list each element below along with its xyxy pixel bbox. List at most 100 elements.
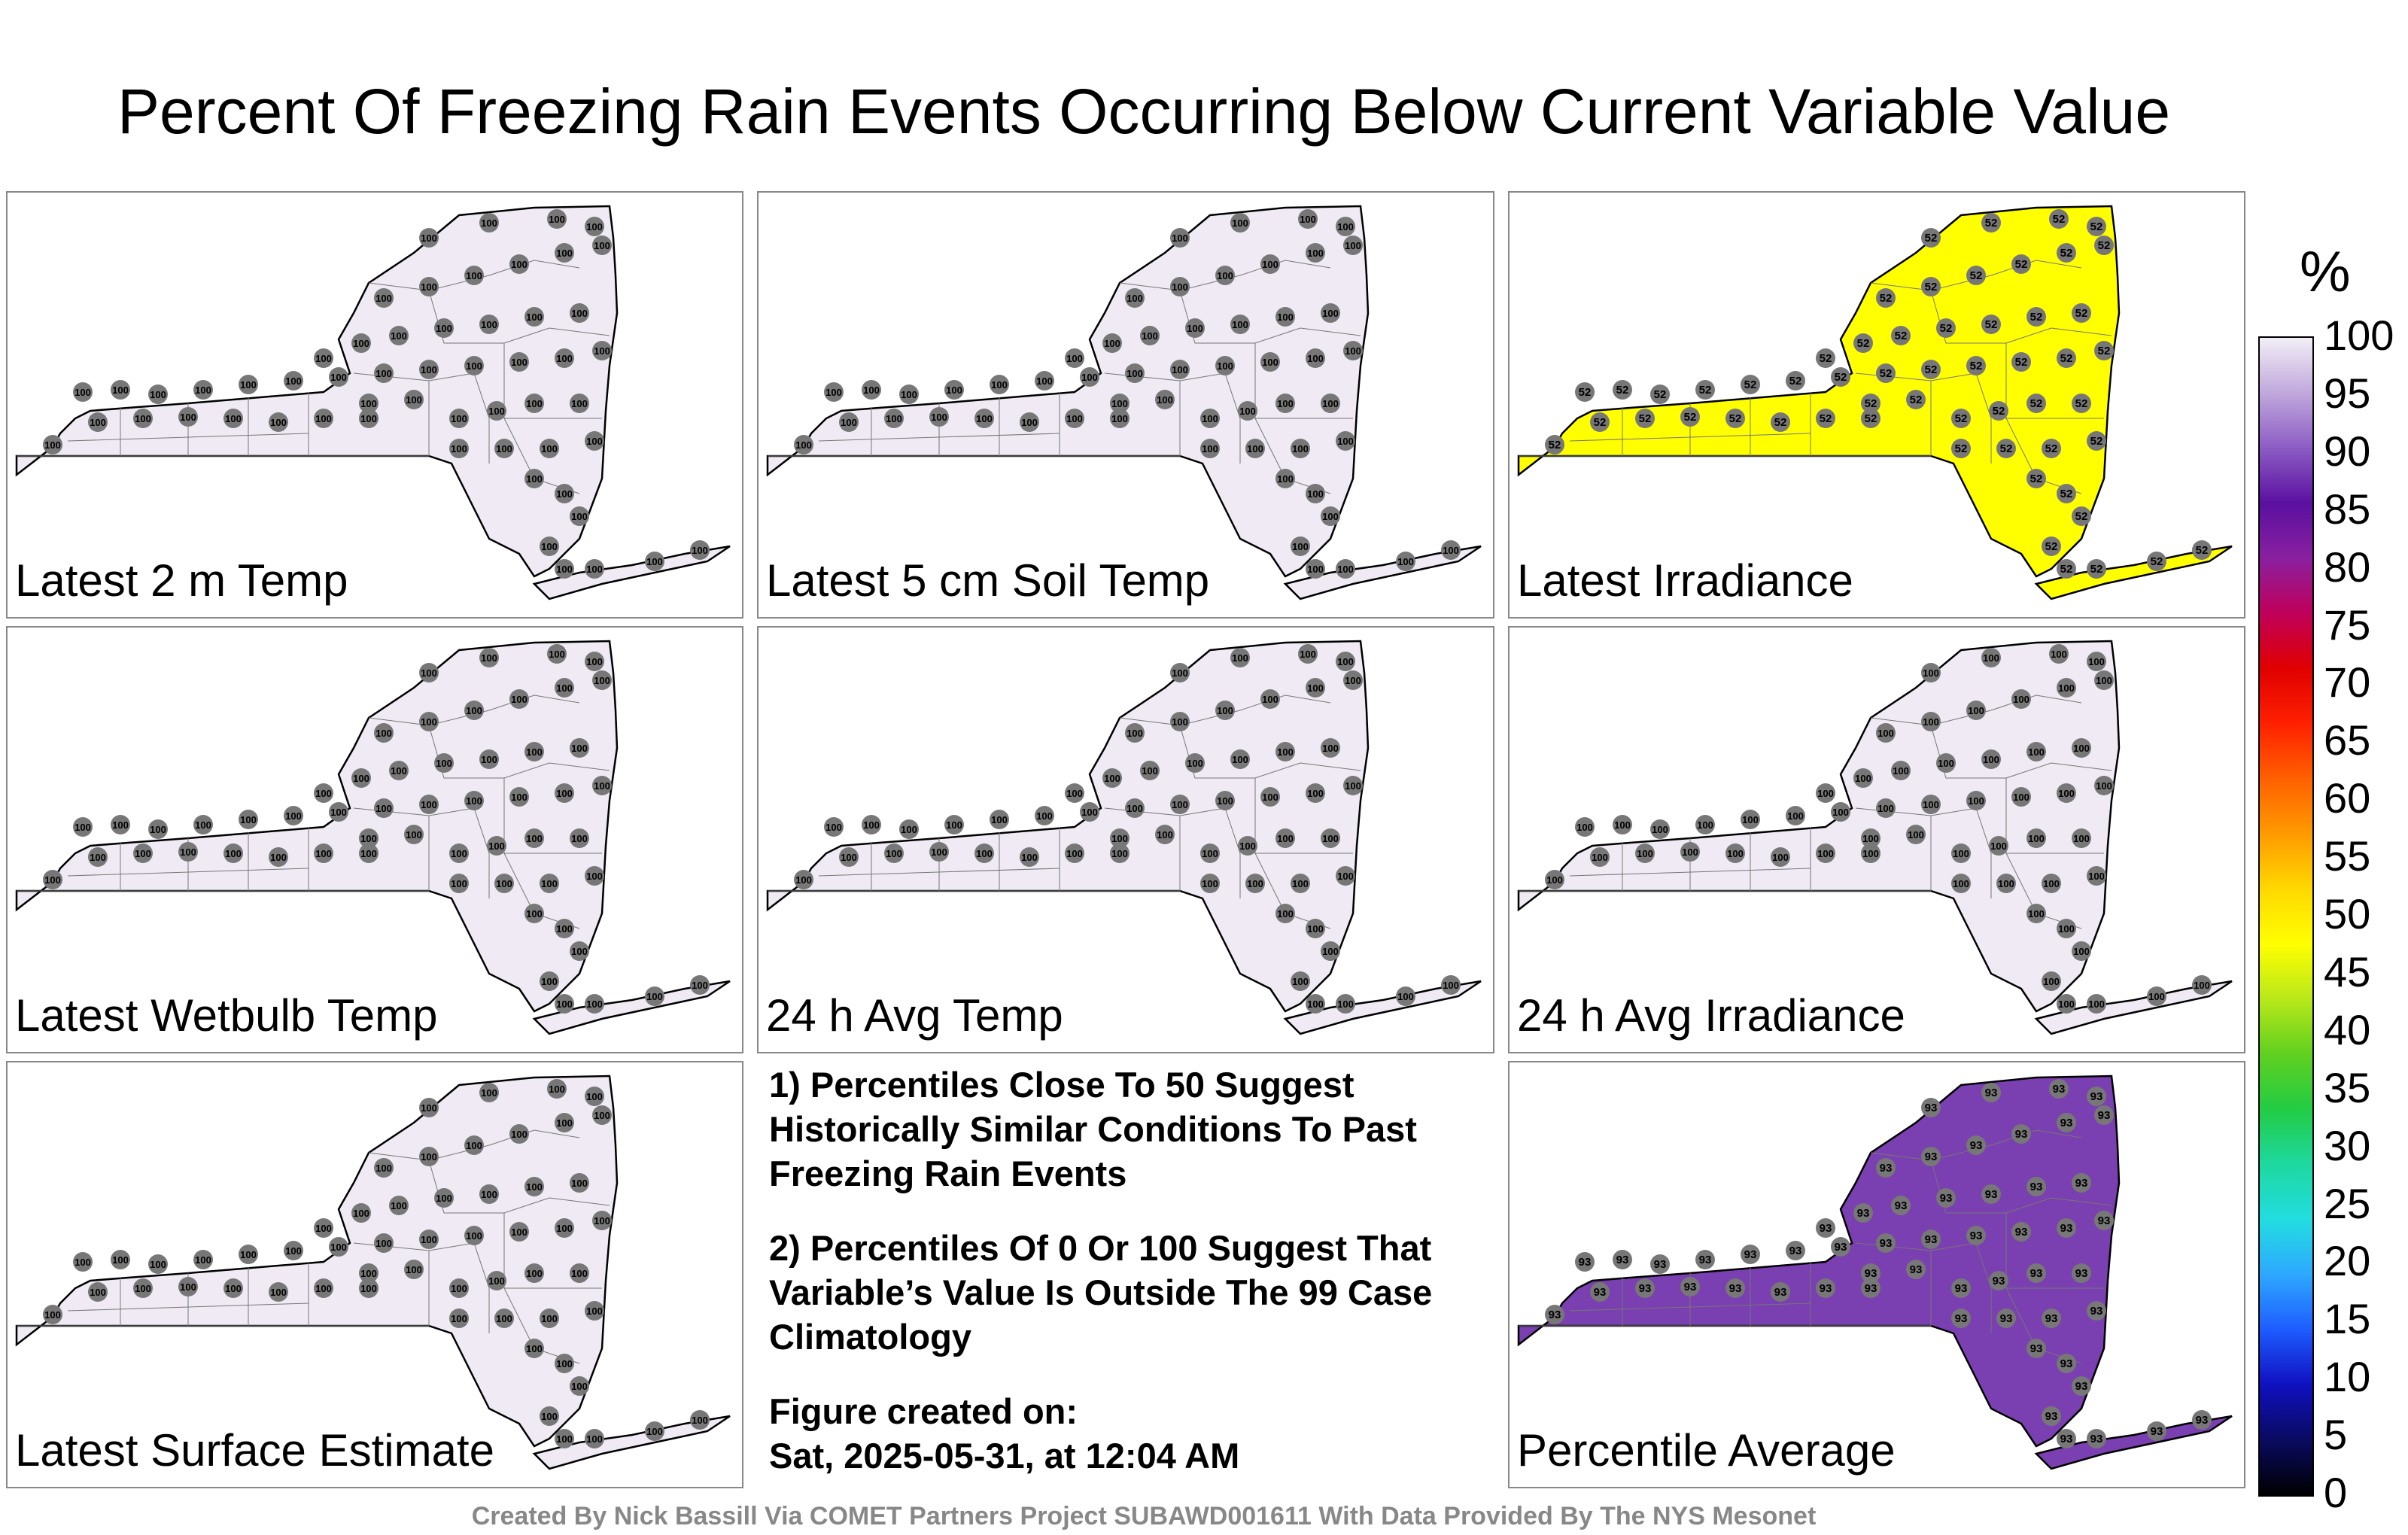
station-marker: 93: [1981, 1083, 2001, 1102]
station-marker: 100: [133, 843, 153, 863]
station-marker: 52: [2011, 254, 2031, 274]
station-marker: 100: [284, 371, 303, 391]
station-value: 100: [1292, 878, 1309, 889]
station-value: 100: [1292, 443, 1309, 454]
station-marker: 93: [1771, 1282, 1790, 1302]
station-marker: 93: [1635, 1278, 1655, 1298]
station-marker: 100: [404, 390, 424, 409]
long-island-outline: [2034, 1415, 2233, 1470]
station-marker: 100: [1155, 825, 1175, 844]
station-value: 93: [1970, 1230, 1983, 1242]
station-marker: 100: [1238, 401, 1257, 421]
county-border: [1179, 725, 1301, 779]
station-marker: 100: [540, 1406, 559, 1426]
station-marker: 93: [1981, 1184, 2001, 1204]
station-value: 100: [1239, 406, 1256, 417]
station-marker: 100: [2057, 994, 2076, 1014]
station-marker: 100: [1125, 723, 1145, 743]
station-marker: 52: [2049, 209, 2069, 229]
station-value: 100: [1300, 214, 1316, 225]
station-value: 100: [946, 385, 962, 396]
station-marker: 100: [899, 385, 919, 404]
station-value: 100: [112, 385, 129, 396]
station-marker: 52: [1695, 380, 1715, 400]
station-value: 93: [1594, 1286, 1607, 1299]
station-marker: 100: [449, 439, 469, 458]
station-marker: 52: [1876, 288, 1896, 308]
station-marker: 100: [592, 341, 612, 360]
station-marker: 100: [1306, 243, 1325, 263]
station-marker: 100: [1155, 390, 1175, 409]
station-value: 100: [1036, 375, 1053, 387]
station-value: 100: [1953, 878, 1969, 889]
station-value: 100: [2058, 923, 2075, 935]
station-value: 100: [406, 394, 422, 406]
station-value: 100: [240, 379, 257, 391]
station-marker: 100: [929, 407, 949, 427]
station-value: 100: [556, 1117, 573, 1129]
station-marker: 100: [555, 1113, 574, 1132]
station-value: 93: [2045, 1312, 2058, 1325]
station-marker: 100: [2087, 994, 2106, 1014]
station-value: 93: [1774, 1286, 1787, 1299]
station-value: 93: [2015, 1128, 2028, 1141]
station-value: 100: [451, 848, 467, 859]
station-value: 100: [586, 1433, 603, 1445]
county-border: [2051, 762, 2112, 771]
station-value: 52: [2060, 352, 2073, 365]
station-value: 100: [2088, 871, 2105, 882]
station-marker: 100: [555, 243, 574, 263]
station-marker: 100: [269, 1282, 288, 1302]
station-value: 100: [1307, 248, 1324, 259]
station-marker: 52: [2057, 484, 2076, 503]
station-marker: 100: [1831, 802, 1850, 822]
state-outline: [15, 205, 619, 578]
station-value: 100: [1637, 848, 1653, 859]
station-value: 93: [1925, 1233, 1938, 1246]
county-border: [1975, 372, 1992, 464]
panel-latest-wetbulb-temp: 100 100 100 100 100 100 100 100 100 100 100 100 100 1…: [6, 626, 743, 1053]
station-value: 100: [556, 999, 573, 1010]
station-marker: 100: [1170, 277, 1190, 296]
station-marker: 100: [1125, 363, 1145, 383]
station-value: 100: [375, 1163, 392, 1174]
station-value: 100: [1682, 847, 1698, 858]
panel-latest-irradiance: 52 52 52 52 52 52 52 52 52 52 52 52 52 52 52 52 52 52 52 52…: [1508, 191, 2245, 619]
colorbar-tick-label: 55: [2324, 832, 2371, 880]
station-marker: 100: [111, 815, 130, 834]
station-marker: 100: [1306, 783, 1325, 803]
station-value: 100: [2073, 833, 2090, 844]
station-marker: 100: [547, 1079, 567, 1099]
station-value: 100: [180, 1281, 196, 1293]
station-marker: 100: [1185, 753, 1205, 773]
station-value: 100: [526, 908, 543, 919]
station-value: 100: [150, 389, 166, 400]
station-marker: 100: [1306, 919, 1325, 938]
station-marker: 100: [1275, 394, 1295, 413]
station-marker: 52: [1853, 333, 1873, 353]
county-border: [1975, 807, 1992, 898]
station-value: 100: [541, 541, 558, 552]
station-marker: 93: [1876, 1233, 1896, 1253]
station-marker: 100: [570, 828, 589, 848]
station-marker: 100: [1921, 712, 1941, 731]
station-marker: 100: [1635, 843, 1655, 863]
station-marker: 100: [404, 825, 424, 844]
station-marker: 100: [1343, 776, 1363, 795]
station-marker: 100: [862, 380, 881, 400]
station-marker: 100: [592, 670, 612, 690]
station-marker: 100: [1065, 348, 1084, 368]
county-border: [67, 1302, 309, 1312]
station-value: 100: [1787, 810, 1804, 822]
station-marker: 100: [284, 806, 303, 825]
station-value: 100: [1157, 394, 1173, 406]
station-marker: 93: [2147, 1421, 2166, 1441]
station-marker: 93: [2072, 1376, 2091, 1396]
station-marker: 93: [1891, 1196, 1911, 1215]
station-value: 100: [511, 792, 528, 803]
station-value: 100: [1337, 871, 1354, 882]
station-marker: 100: [1170, 795, 1190, 814]
station-value: 100: [1938, 758, 1954, 769]
station-value: 100: [1908, 829, 1924, 840]
county-border: [549, 327, 610, 336]
